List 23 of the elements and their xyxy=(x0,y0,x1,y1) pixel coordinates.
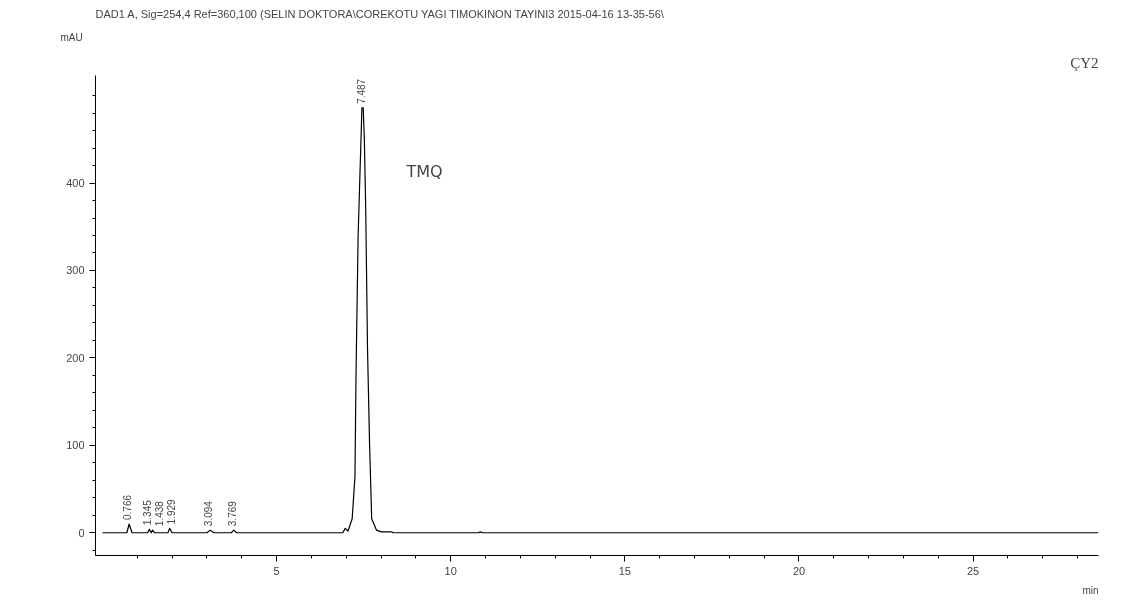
annotation: 3.769 xyxy=(226,500,238,527)
x-tick-label: 10 xyxy=(444,564,457,577)
y-tick-label: 400 xyxy=(66,177,85,190)
x-tick-label: 25 xyxy=(967,564,980,577)
chart-title: DAD1 A, Sig=254,4 Ref=360,100 (SELIN DOKTORA\COREKOTU YAGI TIMOKINON TAYINI3 2015-04-16 13-35-56\ xyxy=(95,7,665,20)
annotation: 3.094 xyxy=(203,500,215,527)
y-tick-label: 0 xyxy=(78,526,85,539)
annotation: TMQ xyxy=(405,162,443,182)
x-tick-label: 20 xyxy=(792,564,806,577)
line-series xyxy=(101,107,1099,534)
annotation: 1.438 xyxy=(154,500,166,527)
y-tick-label: 200 xyxy=(66,351,85,364)
annotation: 7.487 xyxy=(356,78,368,104)
y-axis-title: mAU xyxy=(60,31,83,43)
y-tick-label: 300 xyxy=(66,264,85,277)
annotation: 1.929 xyxy=(166,498,178,525)
x-tick-label: 15 xyxy=(618,564,631,577)
y-tick-label: 100 xyxy=(66,439,85,452)
annotation: 0.766 xyxy=(122,494,134,521)
x-tick-label: 5 xyxy=(273,564,280,577)
annotation: 1.345 xyxy=(142,499,154,526)
x-axis-title: min xyxy=(1082,584,1099,596)
text: ÇY2 xyxy=(1070,54,1099,71)
